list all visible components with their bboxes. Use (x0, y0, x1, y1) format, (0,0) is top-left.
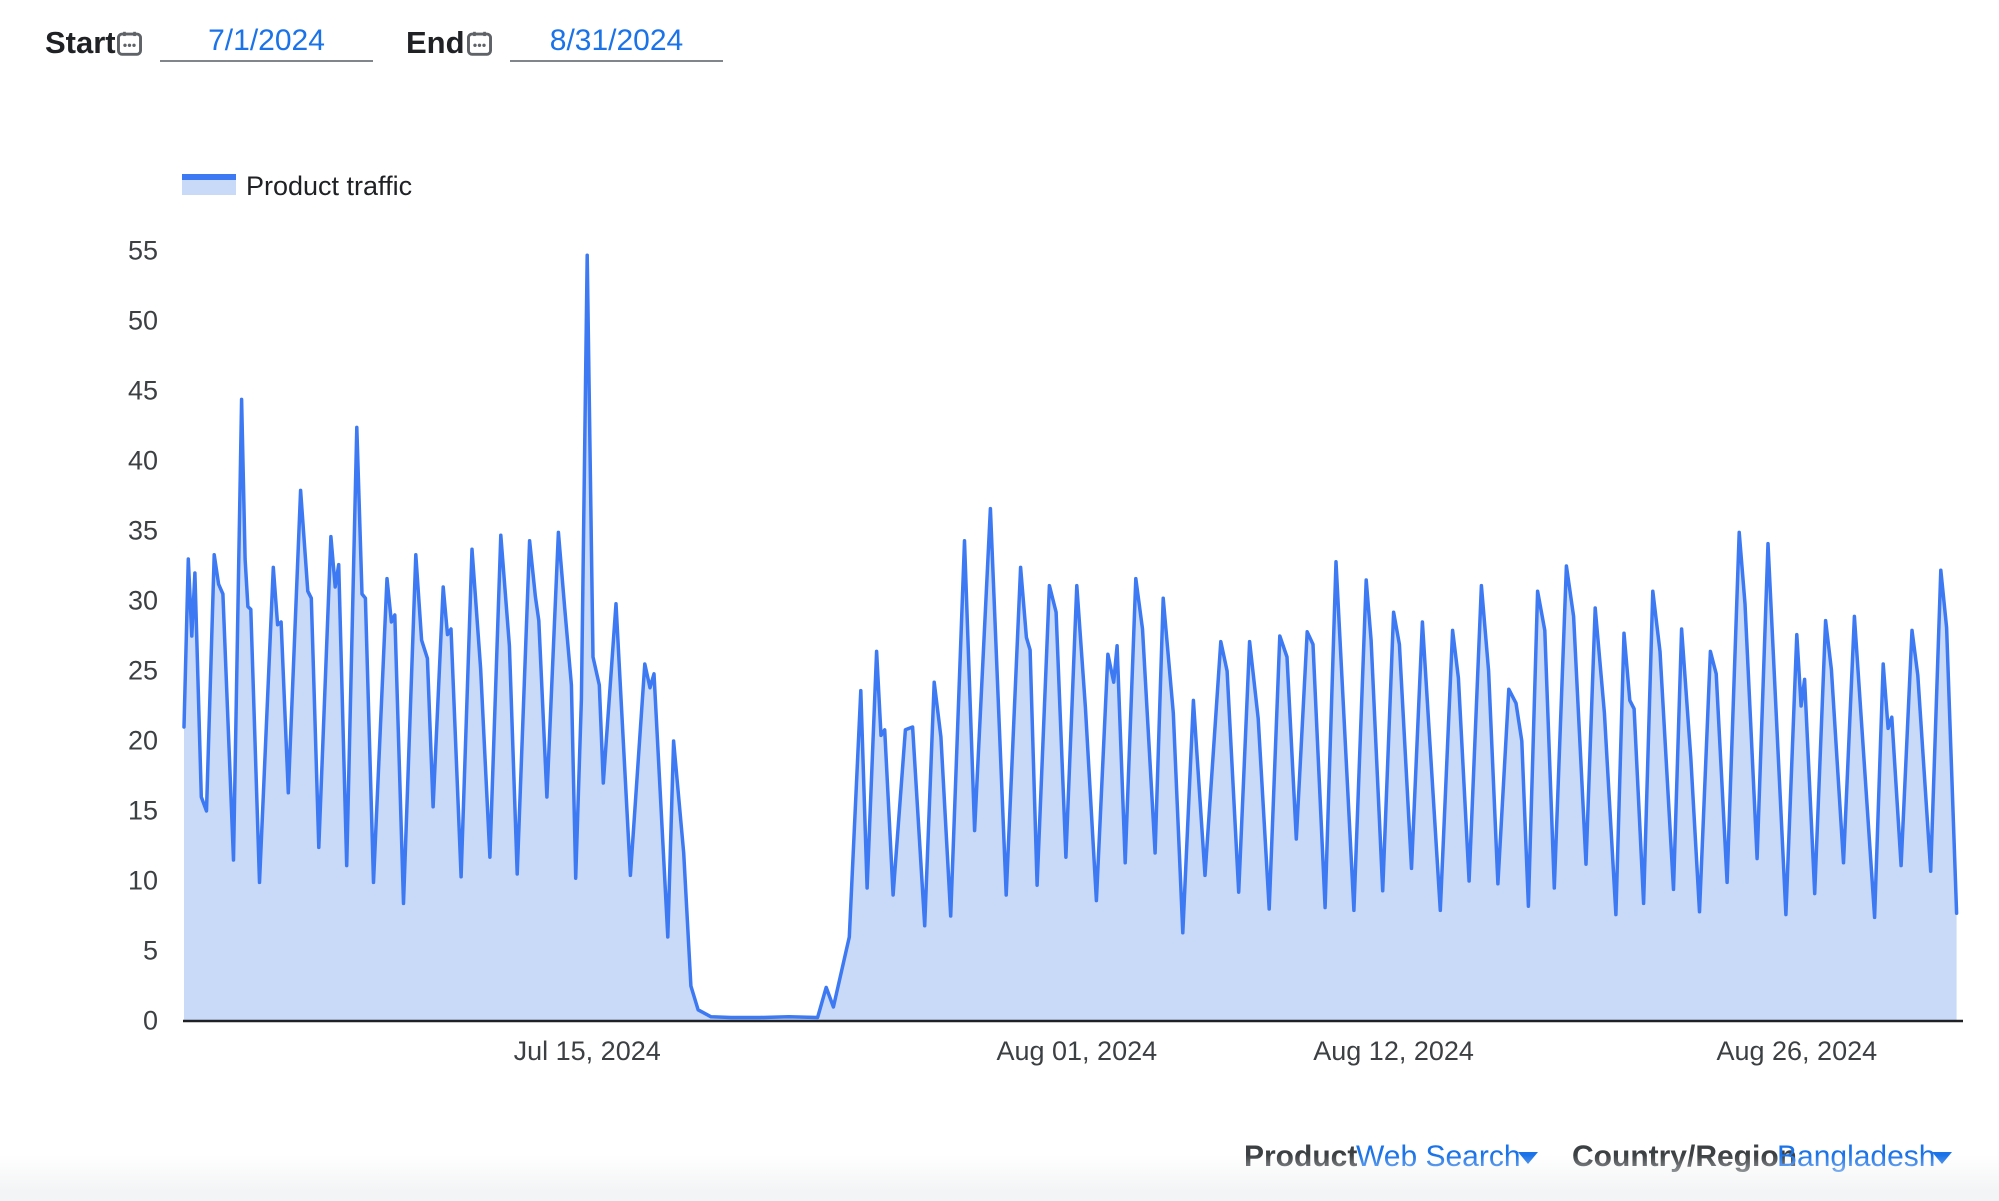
end-calendar-icon[interactable] (466, 30, 493, 57)
y-tick-label: 45 (127, 375, 158, 406)
y-tick-label: 30 (127, 585, 158, 616)
x-tick-label: Aug 26, 2024 (1716, 1036, 1878, 1066)
end-date-input[interactable]: 8/31/2024 (510, 24, 723, 62)
y-tick-label: 50 (127, 305, 158, 336)
x-tick-label: Jul 15, 2024 (513, 1036, 661, 1066)
x-tick-label: Aug 12, 2024 (1313, 1036, 1474, 1066)
end-date-label: End (406, 25, 465, 60)
y-tick-label: 15 (127, 795, 158, 826)
y-tick-label: 5 (142, 935, 158, 966)
y-tick-label: 25 (127, 655, 158, 686)
start-date-input[interactable]: 7/1/2024 (160, 24, 373, 62)
y-tick-label: 35 (127, 515, 158, 546)
legend-swatch (182, 174, 236, 195)
y-tick-label: 20 (127, 725, 158, 756)
y-tick-label: 40 (127, 445, 158, 476)
footer-band (0, 1155, 1999, 1201)
y-tick-label: 10 (127, 865, 158, 896)
start-calendar-icon[interactable] (116, 30, 143, 57)
legend-label: Product traffic (246, 171, 413, 201)
start-date-label: Start (45, 25, 116, 60)
y-axis-labels: 0 5 10 15 20 25 30 35 40 45 50 55 (0, 0, 158, 1201)
y-tick-label: 55 (127, 235, 158, 266)
x-tick-label: Aug 01, 2024 (996, 1036, 1158, 1066)
traffic-line (182, 253, 1959, 1020)
y-tick-label: 0 (142, 1005, 158, 1036)
